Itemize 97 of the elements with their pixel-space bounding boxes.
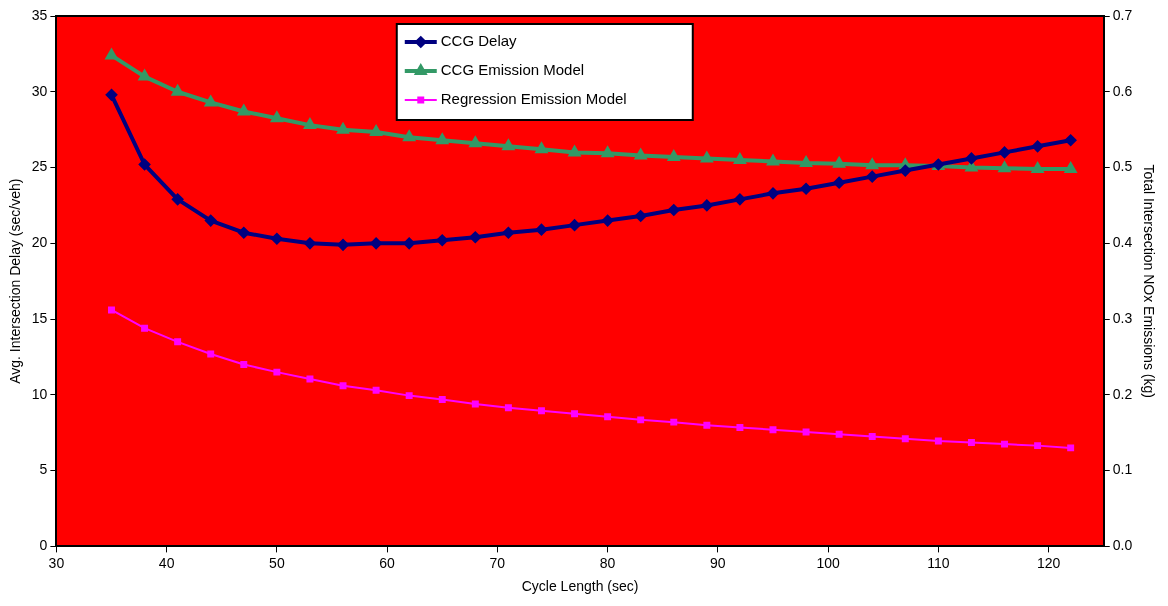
point: [767, 187, 779, 199]
point: [866, 171, 878, 183]
point: [337, 123, 349, 134]
x-tick-label: 50: [269, 554, 285, 571]
point: [337, 239, 349, 251]
y-tick-label: 15: [31, 309, 48, 326]
x-axis-title: Cycle Length (sec): [521, 578, 639, 595]
point: [769, 426, 777, 434]
point: [868, 433, 876, 441]
point: [207, 350, 215, 358]
y-tick-label: 25: [31, 158, 48, 175]
point: [141, 324, 149, 332]
y2-tick-label: 0.1: [1112, 461, 1133, 478]
point: [967, 439, 975, 447]
point: [569, 219, 581, 231]
point: [1067, 444, 1075, 452]
point: [602, 215, 614, 227]
x-tick-label: 60: [379, 554, 396, 571]
point: [370, 125, 382, 136]
point: [670, 418, 678, 426]
point: [833, 177, 845, 189]
x-tick-label: 120: [1036, 554, 1061, 571]
point: [438, 395, 446, 403]
point: [174, 338, 182, 346]
point: [999, 146, 1011, 158]
point: [172, 193, 184, 205]
y2-tick-label: 0.4: [1112, 234, 1133, 251]
point: [901, 435, 909, 443]
point: [471, 400, 479, 408]
point: [802, 428, 810, 436]
point: [1032, 140, 1044, 152]
point: [106, 89, 117, 101]
y2-tick-label: 0.5: [1112, 158, 1133, 175]
point: [800, 183, 812, 195]
point: [668, 204, 680, 216]
point: [139, 159, 151, 171]
point: [835, 430, 843, 438]
point: [403, 237, 415, 249]
point: [701, 199, 713, 211]
point: [502, 227, 514, 239]
point: [240, 361, 248, 369]
y-tick-label: 35: [31, 6, 48, 23]
point: [170, 83, 184, 96]
y-tick-label: 5: [39, 461, 48, 478]
y-tick-label: 20: [31, 234, 48, 251]
point: [306, 375, 314, 383]
point: [372, 386, 380, 394]
point: [339, 382, 347, 390]
point: [469, 231, 481, 243]
point: [205, 215, 217, 227]
point: [703, 421, 711, 429]
y-axis-title: Avg. Intersection Delay (sec/veh): [7, 178, 24, 384]
point: [504, 404, 512, 412]
point: [304, 237, 316, 249]
point: [832, 155, 846, 168]
point: [108, 306, 115, 314]
y2-axis-title: Total Intersection NOx Emissions (kg): [1140, 164, 1157, 398]
point: [736, 423, 744, 431]
point: [899, 165, 911, 177]
point: [436, 234, 448, 246]
y2-tick-label: 0.3: [1112, 309, 1133, 326]
point: [405, 392, 413, 400]
point: [668, 150, 680, 161]
x-tick-label: 110: [927, 554, 950, 571]
point: [1034, 442, 1042, 450]
legend-label: CCG Emission Model: [440, 61, 585, 79]
point: [535, 224, 547, 236]
y-tick-label: 10: [31, 385, 48, 402]
x-tick-label: 40: [158, 554, 175, 571]
point: [370, 237, 382, 249]
point: [934, 437, 942, 445]
y2-tick-label: 0.6: [1112, 82, 1133, 99]
x-tick-label: 100: [816, 554, 841, 571]
point: [1065, 134, 1077, 146]
y2-tick-label: 0.0: [1112, 537, 1133, 554]
point: [271, 233, 283, 245]
legend-label: CCG Delay: [440, 32, 518, 50]
point: [273, 368, 281, 376]
point: [635, 210, 647, 222]
point: [965, 152, 977, 164]
point: [734, 153, 746, 164]
point: [734, 193, 746, 205]
y2-tick-label: 0.2: [1112, 385, 1133, 402]
y-tick-label: 0: [39, 537, 48, 554]
point: [1001, 440, 1008, 448]
point: [637, 416, 645, 424]
point: [137, 68, 151, 81]
point: [571, 410, 579, 418]
x-tick-label: 70: [489, 554, 506, 571]
y-tick-label: 30: [31, 82, 48, 99]
point: [537, 407, 545, 415]
point: [238, 227, 250, 239]
x-tick-label: 80: [599, 554, 616, 571]
y2-tick-label: 0.7: [1112, 6, 1133, 23]
x-tick-label: 90: [710, 554, 726, 571]
legend-label: Regression Emission Model: [440, 90, 627, 108]
point: [604, 413, 612, 421]
